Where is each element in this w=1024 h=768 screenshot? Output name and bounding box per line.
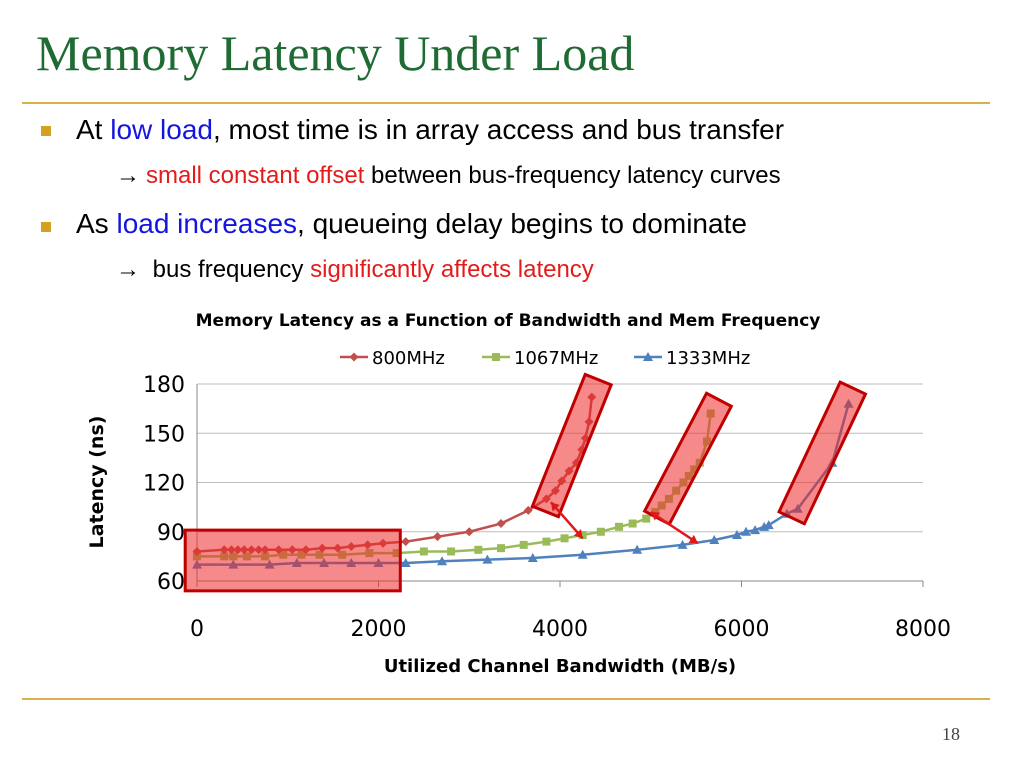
footer-divider [22,698,990,700]
data-point [542,537,551,546]
data-point [523,505,533,515]
bullet-1-post: , most time is in array access and bus t… [212,114,785,145]
knee-highlight [642,391,734,527]
data-point [492,353,500,361]
title-divider [22,102,990,104]
slide-title: Memory Latency Under Load [36,25,635,81]
data-point [677,539,688,549]
data-point [496,519,506,529]
data-point [400,557,411,567]
y-tick-label: 180 [143,373,185,398]
chart-text: Memory Latency as a Function of Bandwidt… [86,311,951,677]
arrow-head [688,534,698,544]
data-point [632,544,643,554]
arrow-shaft [650,511,699,545]
bullet-1-emph: low load [110,114,213,145]
y-axis-label: Latency (ns) [86,416,108,549]
x-tick-label: 0 [190,617,204,642]
x-tick-label: 2000 [351,617,407,642]
bullet-2-pre: As [76,208,117,239]
legend-label: 1067MHz [514,348,598,369]
data-point [578,531,587,540]
data-point [560,534,569,543]
data-point [474,545,483,554]
data-point [709,534,720,544]
bullet-2: As load increases, queueing delay begins… [76,208,747,240]
data-point [519,540,528,549]
arrow-head [650,512,661,521]
data-point [643,352,653,361]
data-point [349,352,359,362]
x-tick-label: 4000 [532,617,588,642]
y-tick-label: 120 [143,472,185,497]
sub-bullet-1-emph: small constant offset [146,162,365,189]
data-point [447,547,456,556]
data-point [596,527,605,536]
sub-bullet-1-post: between bus-frequency latency curves [364,162,781,189]
sub-bullet-2-emph: significantly affects latency [310,256,594,283]
legend-item-1067MHz: 1067MHz [482,348,598,369]
arrow-head [550,502,560,512]
legend-label: 800MHz [372,348,445,369]
chart-legend: 800MHz 1067MHz 1333MHz [340,348,750,369]
arrow-shaft [549,501,584,540]
x-axis-label: Utilized Channel Bandwidth (MB/s) [384,656,736,677]
data-point [577,549,588,559]
data-point [419,547,428,556]
data-point [527,553,538,563]
legend-item-800MHz: 800MHz [340,348,445,369]
data-point [763,520,774,530]
x-tick-label: 8000 [895,617,951,642]
data-point [482,554,493,564]
bullet-2-emph: load increases [116,208,298,239]
data-point [731,530,742,540]
bullet-square-icon [41,222,51,232]
data-point [432,532,442,542]
bullet-list: At low load, most time is in array acces… [0,0,1024,300]
chart-highlights [183,372,868,593]
bullet-1-pre: At [76,114,111,145]
y-tick-label: 150 [143,422,185,447]
data-point [497,544,506,553]
y-tick-label: 60 [157,570,185,595]
bullet-square-icon [41,126,51,136]
data-point [628,519,637,528]
series-line [196,396,594,553]
low-load-highlight [183,528,402,593]
legend-label: 1333MHz [666,348,750,369]
data-point [741,526,752,536]
arrow-head [573,529,583,539]
page-number: 18 [942,724,960,744]
data-point [750,525,761,535]
right-arrow-icon: → [116,256,140,283]
chart-title: Memory Latency as a Function of Bandwidt… [196,311,821,331]
offset-arrow [650,511,699,545]
latency-chart: Memory Latency as a Function of Bandwidt… [86,311,951,677]
data-point [437,556,448,566]
data-point [614,522,623,531]
knee-highlight [530,372,614,519]
x-tick-label: 6000 [714,617,770,642]
sub-bullet-1: → small constant offset between bus-frequ… [116,162,781,190]
offset-arrow [549,501,584,540]
sub-bullet-2: → bus frequency significantly affects la… [116,256,594,284]
data-point [401,537,411,547]
sub-bullet-2-pre: bus frequency [146,256,311,283]
bullet-2-post: , queueing delay begins to dominate [297,208,747,239]
bullet-1: At low load, most time is in array acces… [76,114,784,146]
knee-highlight [777,380,868,526]
legend-item-1333MHz: 1333MHz [634,348,750,369]
data-point [642,514,651,523]
right-arrow-icon: → [116,162,140,189]
data-point [464,527,474,537]
y-tick-label: 90 [157,521,185,546]
